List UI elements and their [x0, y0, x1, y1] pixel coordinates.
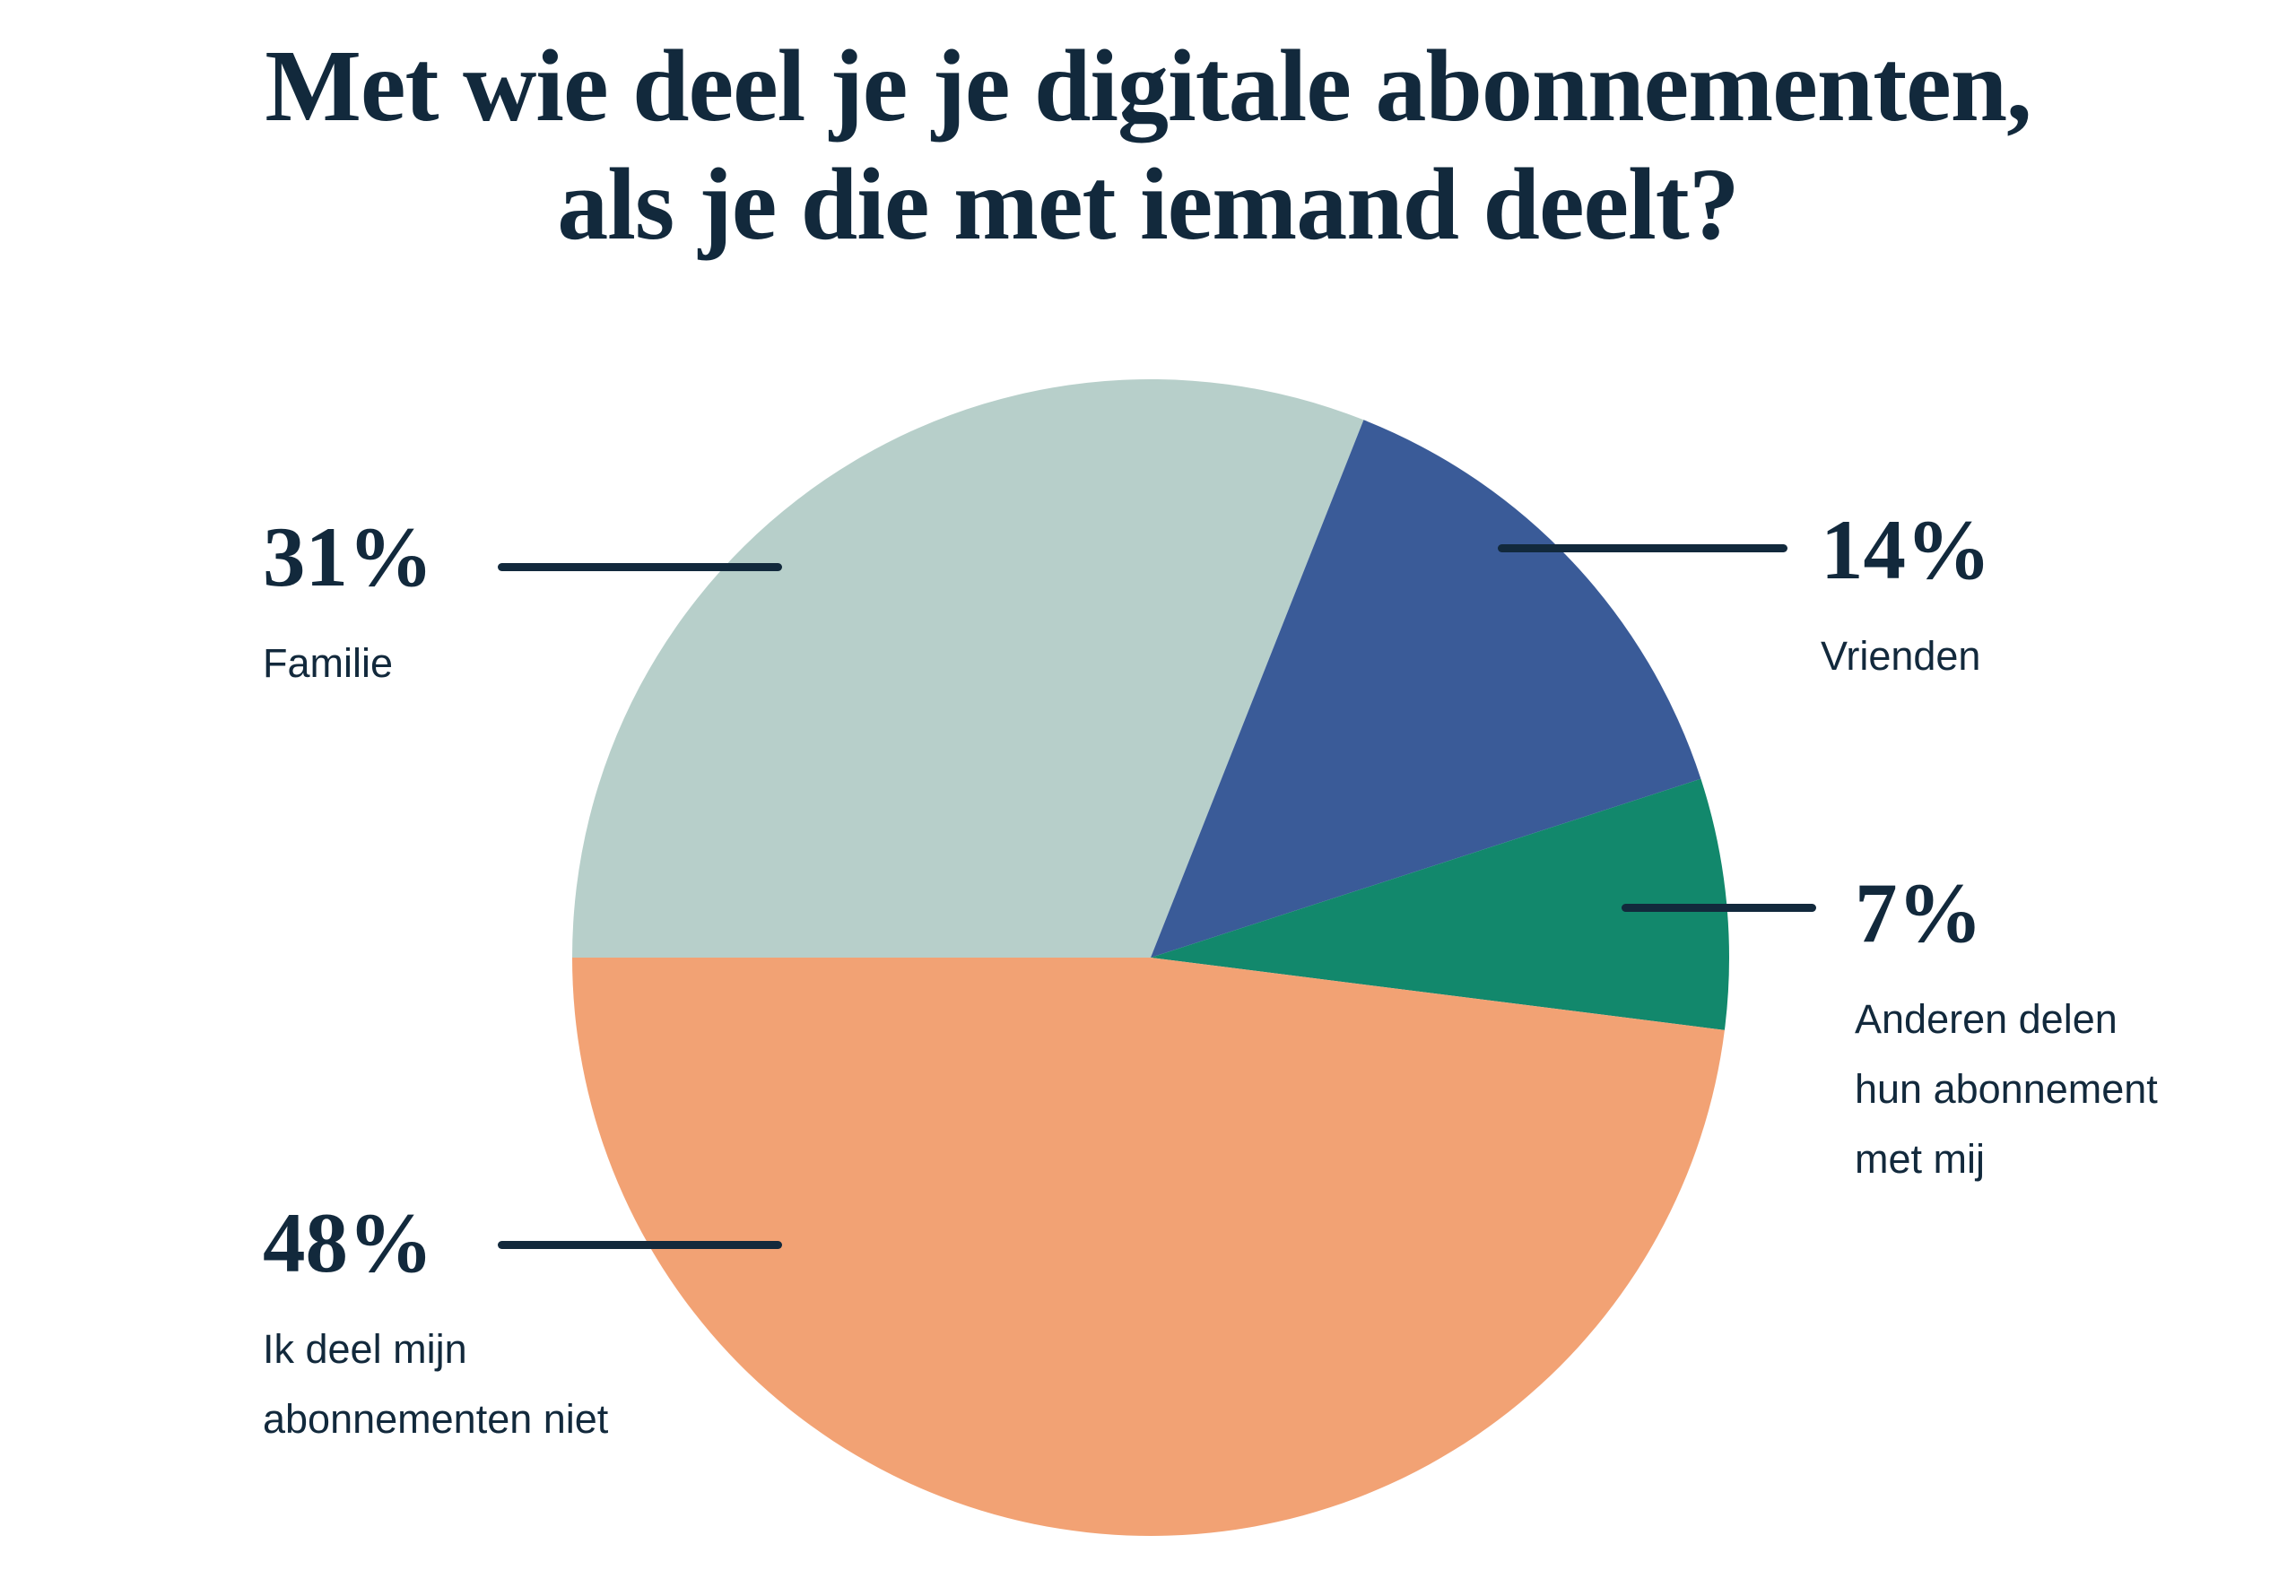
callout-anderen-percent: 7%	[1855, 865, 1983, 960]
pie-slice-1	[572, 378, 1364, 958]
callout-familie-label: Familie	[263, 640, 394, 686]
pie-slice-4	[572, 958, 1725, 1536]
callout-anderen-label-line1: Anderen delen	[1855, 996, 2118, 1042]
callout-vrienden: 14% Vrienden	[1821, 507, 1991, 691]
callout-vrienden-label: Vrienden	[1821, 633, 1981, 679]
leader-line-anderen	[1622, 904, 1816, 912]
callout-anderen-label: Anderen delen hun abonnement met mij	[1855, 984, 2158, 1194]
leader-line-familie	[498, 563, 782, 571]
callout-anderen: 7% Anderen delen hun abonnement met mij	[1855, 871, 2158, 1194]
chart-title-line2: als je die met iemand deelt?	[557, 147, 1740, 262]
leader-line-vrienden	[1498, 544, 1787, 552]
callout-familie: 31% Familie	[263, 515, 433, 698]
chart-title: Met wie deel je je digitale abonnementen…	[0, 27, 2296, 264]
callout-niet: 48% Ik deel mijn abonnementen niet	[263, 1201, 608, 1454]
callout-anderen-label-line2: hun abonnement	[1855, 1066, 2158, 1112]
callout-niet-label-line2: abonnementen niet	[263, 1396, 609, 1442]
callout-niet-percent: 48%	[263, 1195, 433, 1290]
callout-niet-label: Ik deel mijn abonnementen niet	[263, 1314, 608, 1454]
leader-line-niet	[498, 1241, 782, 1249]
pie-slice-2	[1151, 420, 1701, 958]
pie-slice-3	[1151, 778, 1729, 1030]
callout-anderen-label-line3: met mij	[1855, 1136, 1985, 1182]
callout-familie-percent: 31%	[263, 509, 433, 604]
callout-vrienden-percent: 14%	[1821, 502, 1991, 597]
chart-title-line1: Met wie deel je je digitale abonnementen…	[265, 29, 2031, 143]
callout-niet-label-line1: Ik deel mijn	[263, 1326, 467, 1372]
